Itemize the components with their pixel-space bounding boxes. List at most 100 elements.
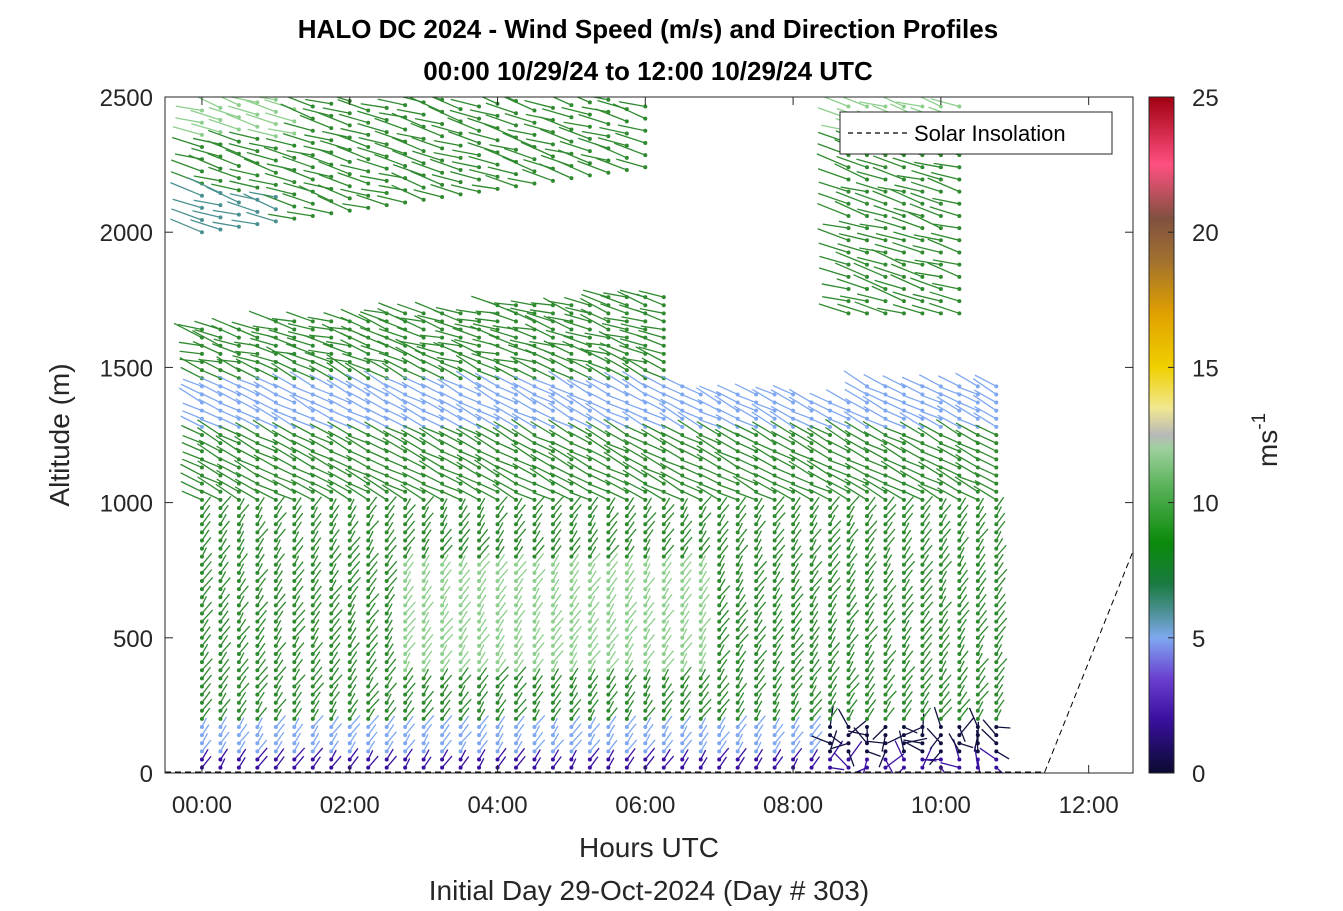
wind-barb-head [754,733,759,738]
wind-barb [829,504,839,517]
wind-barb-head [772,619,777,624]
wind-barb-upper-head [901,201,906,206]
wind-barb-head [550,570,555,575]
wind-barb [198,358,221,371]
wind-barb [347,449,369,460]
wind-barb [458,393,480,404]
wind-barb-head [550,506,555,511]
wind-barb-head [569,506,574,511]
wind-barb-upper-head [643,153,648,158]
wind-barb-head [440,538,445,543]
wind-barb [700,674,711,687]
wind-barb-head [440,327,445,332]
wind-barb [811,659,820,671]
wind-barb-head [495,595,500,600]
wind-barb [367,504,377,517]
wind-barb-head [477,635,482,640]
wind-barb-head [366,506,371,511]
wind-barb-head [661,668,666,673]
wind-barb [497,560,508,574]
wind-barb [219,495,232,509]
wind-barb-head [199,741,204,746]
wind-barb [903,394,923,404]
wind-barb-head [828,562,833,567]
wind-barb-head [735,684,740,689]
wind-barb-head [901,562,906,567]
wind-barb-head [550,408,555,413]
wind-barb-head [772,733,777,738]
wind-barb [589,552,601,566]
wind-barb-head [661,587,666,592]
wind-barb-head [495,522,500,527]
wind-barb [475,413,498,428]
wind-barb-upper [595,108,628,122]
wind-barb [644,634,655,647]
wind-barb-head [587,733,592,738]
wind-barb-upper [502,97,535,112]
wind-barb [847,586,856,598]
wind-barb-head [218,708,223,713]
wind-barb-upper-head [384,203,389,208]
wind-barb-upper-head [458,107,463,112]
wind-barb [918,413,942,428]
wind-barb [271,317,295,323]
wind-barb-head [310,562,315,567]
wind-barb-upper [467,117,498,129]
wind-barb [478,552,491,566]
wind-barb-head [791,660,796,665]
wind-barb-upper-head [920,262,925,267]
wind-barb-upper [249,191,276,198]
wind-barb-head [828,489,833,494]
wind-barb-head [661,627,666,632]
wind-barb-head [384,562,389,567]
wind-barb [548,370,572,387]
wind-barb-head [920,627,925,632]
wind-barb-head [199,603,204,608]
wind-barb-upper [413,189,443,198]
wind-barb-head [717,643,722,648]
wind-barb-upper-head [310,177,315,182]
wind-barb-head [901,554,906,559]
wind-barb-head [310,554,315,559]
wind-barb [570,625,582,639]
wind-barb-upper-head [883,189,888,194]
wind-barb [772,482,794,493]
wind-barb-head [624,368,629,373]
wind-barb-head [292,335,297,340]
wind-barb-head [920,433,925,437]
wind-barb-upper [890,274,923,290]
wind-barb [829,675,838,687]
wind-barb [367,586,376,598]
wind-barb [570,609,582,622]
wind-barb-head [550,579,555,584]
wind-barb [511,386,535,404]
wind-barb [548,394,572,412]
wind-barb-upper-head [643,165,648,170]
wind-barb [441,739,452,752]
wind-barb [349,659,358,671]
wind-barb [681,715,692,728]
wind-barb [327,471,351,485]
wind-barb-head [199,749,204,754]
wind-barb [238,748,247,760]
wind-barb-head [292,457,297,462]
wind-barb-head [347,400,352,405]
wind-barb [256,497,265,509]
wind-barb-head [273,741,278,746]
wind-barb-upper-head [255,136,260,141]
wind-barb [385,426,406,436]
wind-barb-upper [337,99,369,112]
wind-barb [386,536,397,549]
wind-barb-head [772,603,777,608]
wind-barb-head [735,408,740,413]
wind-barb-upper [170,159,203,172]
wind-barb [661,384,683,396]
wind-barb [599,294,628,306]
wind-barb [552,650,564,663]
wind-barb-head [772,725,777,730]
wind-barb-head [624,359,629,364]
wind-barb-head [495,489,500,494]
wind-barb [570,394,591,404]
wind-barb-upper [248,142,276,150]
wind-barb-head [901,497,906,502]
